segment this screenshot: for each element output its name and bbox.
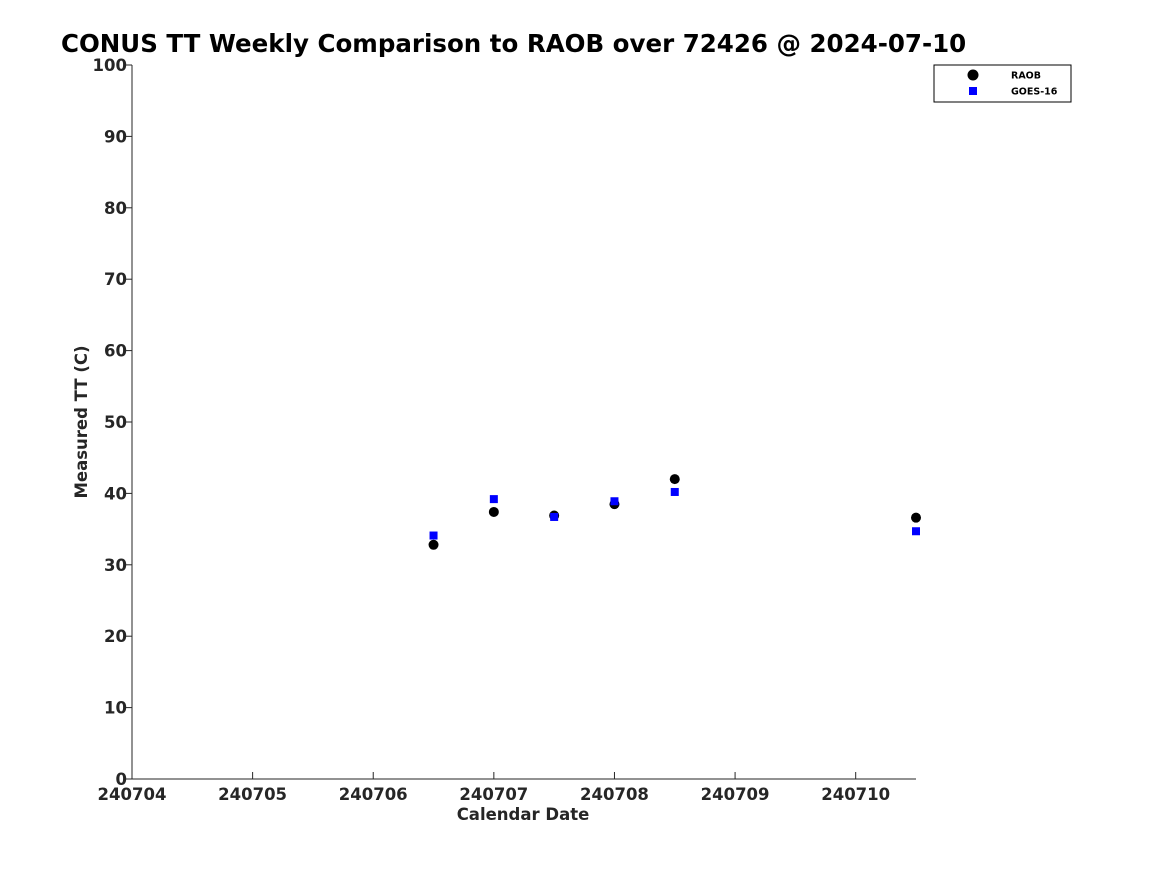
y-tick-label: 40	[104, 484, 127, 503]
goes-16-point	[429, 531, 438, 540]
x-tick-label: 240710	[821, 785, 890, 804]
raob-point	[428, 539, 439, 550]
raob-point	[911, 512, 921, 523]
x-tick-label: 240707	[459, 785, 528, 804]
legend: RAOB GOES-16	[933, 64, 1072, 103]
y-tick-label: 70	[104, 270, 127, 289]
y-tick-label: 0	[116, 770, 127, 789]
raob-point	[669, 474, 680, 485]
y-tick-label: 30	[104, 556, 127, 575]
y-tick-label: 20	[104, 627, 127, 646]
legend-box	[933, 64, 1072, 103]
chart-title: CONUS TT Weekly Comparison to RAOB over …	[61, 29, 966, 58]
x-ticks: 240704 240705 240706 240707 240708 240709 2407…	[98, 772, 890, 804]
goes-16-point	[489, 495, 498, 504]
legend-marker-raob	[967, 69, 979, 81]
goes-16-point	[912, 527, 920, 536]
x-tick-label: 240706	[339, 785, 408, 804]
goes-16-point	[550, 512, 559, 521]
x-tick-label: 240704	[98, 785, 167, 804]
y-tick-label: 90	[104, 127, 127, 146]
x-tick-label: 240709	[701, 785, 770, 804]
y-tick-label: 50	[104, 413, 127, 432]
x-tick-label: 240708	[580, 785, 649, 804]
y-axis-label: Measured TT (C)	[72, 345, 91, 498]
goes-16-point	[610, 497, 619, 506]
plot-axes	[131, 65, 916, 780]
y-tick-label: 60	[104, 342, 127, 361]
x-tick-label: 240705	[218, 785, 287, 804]
x-axis-label: Calendar Date	[457, 805, 590, 824]
data-markers	[428, 474, 921, 550]
y-tick-label: 10	[104, 699, 127, 718]
legend-marker-goes-16	[969, 87, 977, 95]
goes-16-point	[670, 487, 679, 496]
y-tick-label: 100	[93, 56, 127, 75]
y-ticks: 0 10 20 30 40 50 60 70 80 90 100	[93, 56, 132, 789]
legend-label-goes-16: GOES-16	[1011, 87, 1058, 98]
raob-point	[488, 506, 499, 517]
y-tick-label: 80	[104, 199, 127, 218]
legend-label-raob: RAOB	[1011, 71, 1041, 82]
